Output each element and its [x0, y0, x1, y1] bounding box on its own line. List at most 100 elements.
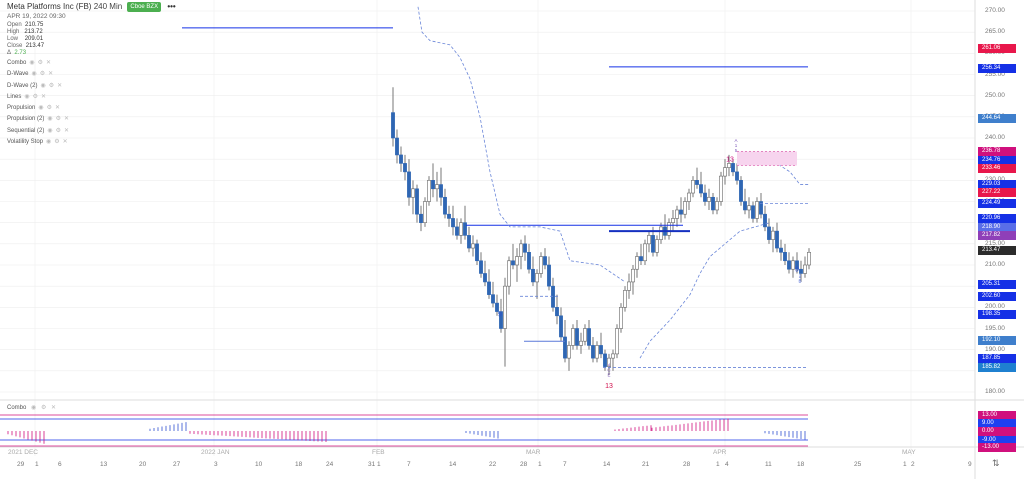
- close-icon[interactable]: ✕: [55, 105, 61, 112]
- close-icon[interactable]: ✕: [45, 60, 52, 66]
- time-tick: 28: [683, 461, 691, 468]
- gear-icon[interactable]: ⚙: [46, 105, 52, 112]
- eye-icon[interactable]: ◉: [47, 127, 53, 134]
- candle-body: [511, 260, 515, 266]
- price-tick: 215.00: [985, 239, 1005, 247]
- study-item[interactable]: Propulsion ◉ ⚙ ✕: [7, 103, 69, 114]
- study-item[interactable]: Combo ◉ ⚙ ✕: [7, 58, 69, 69]
- candle-body: [667, 222, 671, 236]
- candle-body: [607, 357, 611, 367]
- gear-icon[interactable]: ⚙: [40, 405, 47, 411]
- resistance-zone: [737, 151, 797, 166]
- price-tag: 202.60: [978, 291, 1016, 301]
- candle-body: [391, 112, 395, 139]
- study-item[interactable]: Lines ◉ ⚙ ✕: [7, 92, 69, 103]
- candle-body: [651, 235, 655, 253]
- study-item[interactable]: D-Wave ◉ ⚙ ✕: [7, 69, 69, 80]
- interval-label[interactable]: 240 Min: [93, 2, 123, 11]
- candle-body: [439, 184, 443, 198]
- close-icon[interactable]: ✕: [48, 71, 54, 78]
- close-icon[interactable]: ✕: [40, 93, 47, 100]
- time-tick: 7: [407, 461, 411, 468]
- candle-body: [539, 256, 543, 274]
- price-tick: 270.00: [985, 7, 1005, 14]
- eye-icon[interactable]: ◉: [47, 116, 53, 123]
- candle-body: [431, 180, 435, 190]
- candle-body: [739, 180, 743, 202]
- volatility-stop-line: [639, 222, 771, 359]
- candle-body: [475, 243, 479, 262]
- candle-body: [455, 226, 459, 236]
- ohlc-low: Low 209.01: [7, 36, 44, 42]
- dwave-label: 4: [608, 363, 611, 368]
- candle-body: [703, 192, 707, 202]
- gear-icon[interactable]: ⚙: [32, 93, 38, 100]
- eye-icon[interactable]: ◉: [31, 405, 37, 411]
- candle-body: [567, 345, 571, 359]
- candle-body: [535, 273, 539, 283]
- gear-icon[interactable]: ⚙: [54, 139, 60, 146]
- gear-icon[interactable]: ⚙: [37, 60, 43, 66]
- gear-icon[interactable]: ⚙: [39, 71, 46, 78]
- combo-tag: -9.00: [978, 436, 1016, 445]
- gear-icon[interactable]: ⚙: [55, 127, 61, 134]
- candle-body: [471, 243, 475, 249]
- price-tick: 230.00: [985, 176, 1005, 183]
- price-tag: 256.34: [978, 64, 1016, 74]
- time-tick: 10: [255, 461, 263, 468]
- time-tick: 2: [911, 461, 915, 468]
- candle-body: [747, 205, 751, 211]
- candle-body: [683, 201, 687, 215]
- close-icon[interactable]: ✕: [64, 116, 70, 123]
- eye-icon[interactable]: ◉: [31, 71, 37, 78]
- close-icon[interactable]: ✕: [64, 127, 70, 134]
- candle-body: [487, 281, 491, 295]
- price-tag: 244.64: [978, 113, 1016, 123]
- eye-icon[interactable]: ◉: [24, 93, 30, 100]
- price-tick: 210.00: [985, 261, 1005, 268]
- candle-body: [419, 213, 423, 223]
- bar-date: APR 19, 2022: [7, 13, 48, 20]
- sort-arrows-icon[interactable]: ⇅: [992, 458, 1000, 468]
- candle-body: [787, 260, 791, 270]
- candle-body: [587, 328, 591, 346]
- study-item[interactable]: Sequential (2) ◉ ⚙ ✕: [7, 126, 69, 137]
- study-item[interactable]: Propulsion (2) ◉ ⚙ ✕: [7, 114, 69, 125]
- dwave-label: 5: [735, 148, 738, 153]
- price-tag: 205.31: [978, 280, 1016, 290]
- candle-body: [459, 222, 463, 236]
- close-icon[interactable]: ✕: [62, 139, 68, 146]
- candle-body: [555, 307, 559, 317]
- close-icon[interactable]: ✕: [57, 82, 63, 89]
- gear-icon[interactable]: ⚙: [55, 116, 61, 123]
- dwave-label: C: [607, 368, 611, 373]
- candle-body: [583, 328, 587, 342]
- symbol-name: Meta Platforms Inc (FB): [7, 2, 92, 11]
- time-tick: 4: [725, 461, 729, 468]
- eye-icon[interactable]: ◉: [38, 105, 44, 112]
- close-icon[interactable]: ✕: [51, 405, 57, 411]
- study-item[interactable]: Volatility Stop ◉ ⚙ ✕: [7, 137, 69, 148]
- gear-icon[interactable]: ⚙: [48, 82, 55, 89]
- study-item[interactable]: D-Wave (2) ◉ ⚙ ✕: [7, 81, 69, 92]
- candle-body: [467, 235, 471, 249]
- bar-timestamp: APR 19, 2022 09:30: [7, 12, 176, 22]
- candle-body: [411, 188, 415, 198]
- more-dots-icon[interactable]: •••: [167, 2, 176, 11]
- candle-body: [443, 196, 447, 215]
- candle-body: [603, 353, 607, 367]
- price-tag: 229.03: [978, 179, 1016, 189]
- eye-icon[interactable]: ◉: [40, 82, 46, 89]
- sequential-count-label: 13: [726, 156, 734, 163]
- sequential-count-label: 9: [498, 312, 502, 319]
- time-tick: 31: [368, 461, 376, 468]
- candle-body: [711, 196, 715, 211]
- candle-body: [503, 285, 507, 329]
- dwave-label: 1: [735, 143, 738, 148]
- eye-icon[interactable]: ◉: [29, 60, 35, 66]
- eye-icon[interactable]: ◉: [46, 139, 52, 146]
- dwave-label: A: [734, 138, 737, 143]
- price-tick: 200.00: [985, 303, 1005, 311]
